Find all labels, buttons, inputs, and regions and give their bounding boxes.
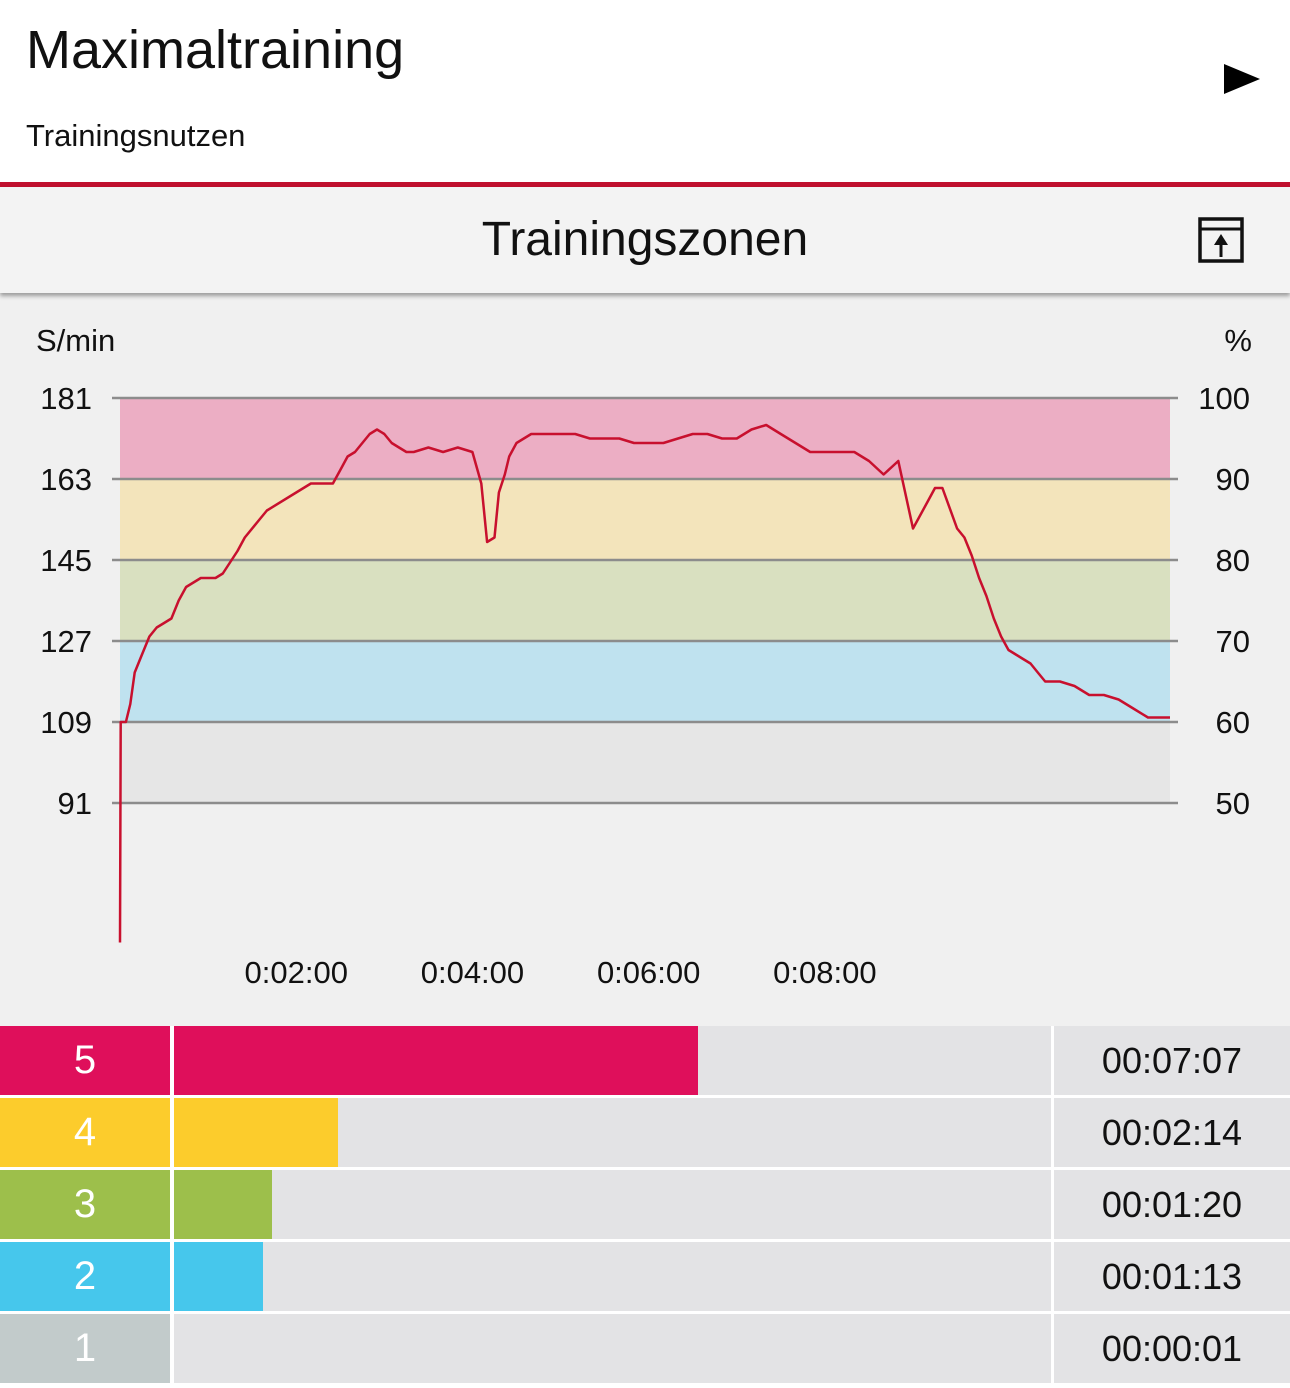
zone-band-3	[120, 560, 1170, 641]
zone-bar-track	[174, 1242, 1051, 1311]
y-tick-right: 70	[1216, 624, 1250, 659]
y-tick-left: 181	[40, 381, 92, 416]
zone-number: 1	[0, 1314, 170, 1383]
section-title: Trainingszonen	[481, 213, 809, 266]
y-tick-right: 100	[1198, 381, 1250, 416]
zone-duration: 00:07:07	[1054, 1026, 1290, 1095]
heart-rate-line	[118, 423, 1170, 943]
zone-duration: 00:01:13	[1054, 1242, 1290, 1311]
heart-rate-chart: 181 100 163 90 145 80 127 70 109 60 91 50 0:02:00 0:0…	[36, 323, 1252, 990]
zone-bar-fill	[174, 1098, 338, 1167]
zone-bar-fill	[174, 1242, 264, 1311]
x-tick-label: 0:02:00	[245, 955, 348, 990]
zone-number: 3	[0, 1170, 170, 1239]
x-tick-label: 0:06:00	[597, 955, 700, 990]
zone-bar-fill	[174, 1170, 273, 1239]
zone-row: 2 00:01:13	[0, 1242, 1290, 1311]
zone-summary: 5 00:07:07 4 00:02:14 3 00:01:20 2 00:01:13 1 00:…	[0, 1026, 1290, 1388]
zone-row: 4 00:02:14	[0, 1098, 1290, 1167]
zone-band-1	[120, 722, 1170, 803]
y-tick-left: 91	[58, 786, 92, 821]
zone-row: 1 00:00:01	[0, 1314, 1290, 1383]
zone-duration: 00:00:01	[1054, 1314, 1290, 1383]
activity-title: Maximaltraining	[26, 20, 405, 80]
section-bar: Trainingszonen	[0, 187, 1290, 293]
zone-bar-track	[174, 1098, 1051, 1167]
activity-header: Maximaltraining Trainingsnutzen	[0, 0, 1290, 182]
zone-bar-track	[174, 1170, 1051, 1239]
y-tick-right: 90	[1216, 462, 1250, 497]
export-icon[interactable]	[1198, 217, 1244, 263]
zone-number: 5	[0, 1026, 170, 1095]
zone-number: 2	[0, 1242, 170, 1311]
header-divider	[0, 182, 1290, 187]
y-tick-right: 60	[1216, 705, 1250, 740]
zone-number: 4	[0, 1098, 170, 1167]
zone-duration: 00:01:20	[1054, 1170, 1290, 1239]
y-tick-left: 127	[40, 624, 92, 659]
zone-row: 5 00:07:07	[0, 1026, 1290, 1095]
zone-duration: 00:02:14	[1054, 1098, 1290, 1167]
zone-row: 3 00:01:20	[0, 1170, 1290, 1239]
zone-bar-track	[174, 1026, 1051, 1095]
y-tick-left: 109	[40, 705, 92, 740]
y-tick-left: 163	[40, 462, 92, 497]
y-axis-label-right: %	[1224, 323, 1252, 358]
y-tick-right: 80	[1216, 543, 1250, 578]
y-tick-left: 145	[40, 543, 92, 578]
y-tick-right: 50	[1216, 786, 1250, 821]
y-axis-label-left: S/min	[36, 323, 115, 358]
zone-band-2	[120, 641, 1170, 722]
zone-bar-fill	[174, 1026, 698, 1095]
x-tick-label: 0:04:00	[421, 955, 524, 990]
activity-subtitle: Trainingsnutzen	[26, 118, 246, 153]
x-tick-label: 0:08:00	[773, 955, 876, 990]
zone-band-5	[120, 398, 1170, 479]
zone-bar-track	[174, 1314, 1051, 1383]
zone-band-4	[120, 479, 1170, 560]
play-icon[interactable]	[1224, 64, 1260, 94]
